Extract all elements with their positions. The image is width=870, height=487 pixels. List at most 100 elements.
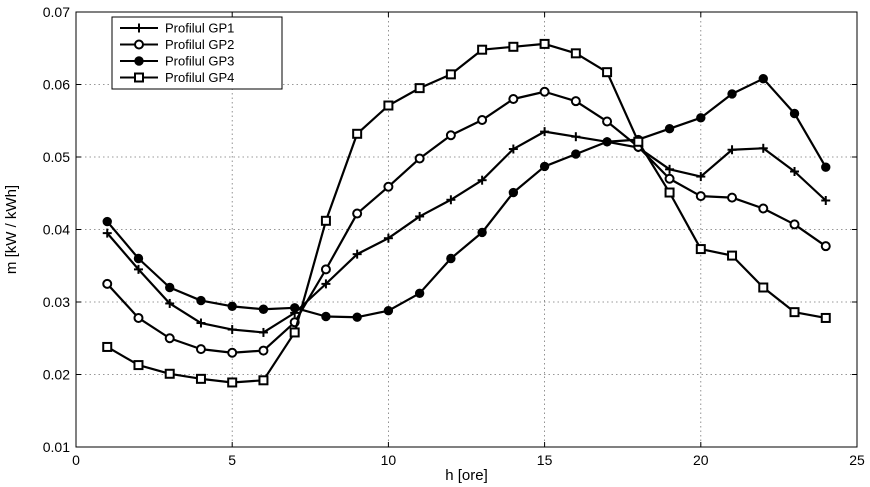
legend-marker [134,39,144,50]
data-point [227,325,237,335]
data-point [758,203,769,214]
data-point [727,250,738,261]
data-point [165,282,175,293]
data-point [164,333,175,344]
axis-ticks: 0 5 10 15 20 25 0.01 0.02 0.03 0.04 0.05 0.06 0.07 [43,4,865,468]
data-point [258,345,269,356]
data-point [414,288,425,298]
data-point [570,96,581,107]
data-point [352,208,363,219]
data-point [227,347,238,358]
data-point [320,264,331,275]
series-line [106,77,827,319]
data-point [195,373,206,384]
data-point [727,89,737,99]
data-point [821,162,831,172]
data-point [789,219,800,230]
data-point [758,282,769,293]
data-point [539,86,550,97]
data-point [258,327,268,337]
data-point [695,244,706,255]
series-1 [102,127,831,337]
data-point [352,249,362,259]
data-point [133,253,144,264]
data-point [320,215,331,226]
data-point [289,327,300,338]
series-2 [102,86,831,358]
data-point [383,100,394,111]
y-tick-label: 0.06 [43,77,70,93]
data-point [414,83,425,94]
y-tick-label: 0.03 [43,294,70,310]
x-tick-label: 15 [537,452,553,468]
data-point [571,149,581,159]
y-tick-label: 0.02 [43,367,70,383]
data-point [133,312,144,323]
legend-item: Profilul GP2 [120,37,234,52]
data-point [227,301,237,312]
series-group [102,38,831,388]
data-point [758,74,768,84]
data-point [321,279,331,289]
data-point [383,306,394,316]
data-point [727,192,738,203]
data-point [383,233,393,243]
data-point [446,195,456,205]
data-point [445,130,456,141]
legend-marker [134,72,144,83]
legend-marker [134,23,144,33]
data-point [539,161,550,172]
y-tick-label: 0.01 [43,439,70,455]
data-point [789,307,800,318]
legend-item: Profilul GP4 [120,70,234,85]
data-point [352,312,362,322]
data-point [102,278,113,289]
y-tick-label: 0.05 [43,149,70,165]
y-tick-label: 0.04 [43,222,70,238]
data-point [196,295,206,306]
data-point [508,187,519,198]
data-point [820,241,831,252]
data-point [570,48,581,59]
data-point [508,41,519,52]
data-point [477,227,487,238]
data-point [508,94,519,104]
data-point [227,377,238,388]
x-tick-label: 0 [72,452,80,468]
data-point [602,137,612,147]
data-point [477,175,487,185]
data-point [195,344,206,355]
data-point [196,318,206,328]
data-point [790,167,800,176]
y-axis-title: m [kW / kWh] [3,185,20,274]
data-point [289,303,300,313]
data-point [696,172,706,182]
series-3 [102,74,831,322]
data-point [446,253,456,264]
data-point [789,108,800,119]
data-point [602,116,613,127]
data-point [727,145,737,155]
data-point [539,38,550,49]
data-point [321,311,331,322]
y-tick-label: 0.07 [43,4,70,20]
x-tick-label: 25 [849,452,865,468]
data-point [258,375,269,386]
data-point [102,341,113,352]
data-point [102,216,112,227]
series-line [106,90,827,354]
legend-marker [134,56,144,66]
data-point [665,164,675,174]
x-axis-title: h [ore] [445,467,488,484]
x-tick-label: 10 [381,452,397,468]
data-point [477,115,488,126]
legend-label: Profilul GP2 [165,37,234,52]
legend-label: Profilul GP3 [165,54,234,69]
data-point [540,127,550,137]
data-point [821,196,831,205]
data-point [758,143,768,153]
legend-label: Profilul GP1 [165,21,234,36]
data-point [571,132,581,142]
